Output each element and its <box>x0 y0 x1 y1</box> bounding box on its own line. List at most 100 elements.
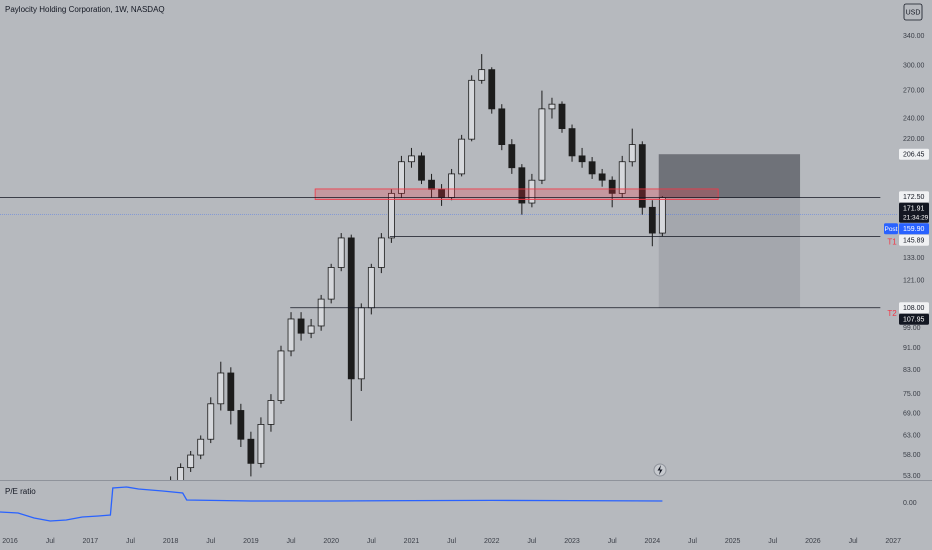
candle-body <box>197 438 205 456</box>
x-tick-label: Jul <box>849 538 858 545</box>
pe-line <box>0 486 663 522</box>
candle-body <box>478 69 486 81</box>
candle-body <box>568 128 576 157</box>
candle-body <box>327 267 335 300</box>
y-tick-label: 220.00 <box>903 136 925 143</box>
candle-body <box>367 267 375 309</box>
candle-body <box>488 69 496 110</box>
candle-body <box>307 325 315 334</box>
price-label: 107.95 <box>903 316 925 323</box>
x-tick-label: 2027 <box>885 538 901 545</box>
candle-body <box>468 79 476 140</box>
candle-body <box>337 237 345 268</box>
level-label: T2 <box>887 309 897 318</box>
x-tick-label: 2016 <box>2 538 18 545</box>
price-label: 171.91 <box>903 205 925 212</box>
x-tick-label: 2025 <box>725 538 741 545</box>
candle-body <box>247 438 255 464</box>
candle-body <box>638 144 646 208</box>
y-tick-label: 69.00 <box>903 411 921 418</box>
candle-body <box>498 108 506 145</box>
candle-body <box>177 467 185 482</box>
alert-icon[interactable] <box>653 463 667 477</box>
y-tick-label: 75.00 <box>903 391 921 398</box>
x-tick-label: 2026 <box>805 538 821 545</box>
axes: 340.00 300.00 270.00 240.00 220.00 133.00 121.… <box>2 33 929 545</box>
y-tick-label: 58.00 <box>903 452 921 459</box>
candle-body <box>578 155 586 163</box>
x-tick-label: 2022 <box>484 538 500 545</box>
candle-body <box>538 108 546 181</box>
candle-body <box>217 372 225 405</box>
y-tick-label: 300.00 <box>903 63 925 70</box>
candle-body <box>297 318 305 334</box>
x-tick-label: 2019 <box>243 538 259 545</box>
candle-body <box>598 173 606 181</box>
candle-body <box>377 237 385 268</box>
x-tick-label: 2023 <box>564 538 580 545</box>
price-label: 172.50 <box>903 194 925 201</box>
candle-body <box>508 144 516 169</box>
x-tick-label: Jul <box>688 538 697 545</box>
candle-body <box>628 144 636 163</box>
price-label-box <box>899 223 929 235</box>
post-badge <box>884 223 898 235</box>
x-tick-label: 2017 <box>83 538 99 545</box>
x-tick-label: 2021 <box>404 538 420 545</box>
candle-body <box>267 400 275 425</box>
price-label: 159.90 <box>903 226 925 233</box>
x-tick-label: Jul <box>367 538 376 545</box>
stop-zone <box>658 197 801 308</box>
currency-box[interactable] <box>903 3 923 21</box>
x-tick-label: Jul <box>608 538 617 545</box>
x-tick-label: Jul <box>46 538 55 545</box>
candle-body <box>458 138 466 175</box>
pe-pane-content <box>0 486 663 522</box>
candle-body <box>347 237 355 380</box>
candle-body <box>398 161 405 194</box>
resistance-zone <box>314 188 719 200</box>
candle-body <box>317 298 325 327</box>
pe-pane <box>0 481 898 537</box>
y-tick-label: 63.00 <box>903 432 921 439</box>
candle-body <box>548 103 556 110</box>
x-tick-label: Jul <box>206 538 215 545</box>
x-tick-label: Jul <box>126 538 135 545</box>
price-label-box <box>899 234 929 246</box>
currency: USD <box>906 9 921 16</box>
candle-body <box>558 103 566 130</box>
candle-body <box>387 192 395 239</box>
y-tick-label: 91.00 <box>903 345 921 352</box>
chart-title: Paylocity Holding Corporation, 1W, NASDA… <box>5 5 165 14</box>
post-label: Post <box>884 226 897 233</box>
candle-body <box>658 197 666 234</box>
y-tick-label: 83.00 <box>903 367 921 374</box>
y-tick-label: 133.00 <box>903 255 925 262</box>
x-tick-label: Jul <box>447 538 456 545</box>
candle-body <box>408 155 415 163</box>
level-label: T1 <box>887 238 897 247</box>
y-tick-label: 240.00 <box>903 115 925 122</box>
x-tick-label: Jul <box>287 538 296 545</box>
candle-body <box>207 403 215 440</box>
candle-body <box>257 424 265 464</box>
price-label: 206.45 <box>903 151 925 158</box>
y-tick-label: 340.00 <box>903 33 925 40</box>
price-label: 145.89 <box>903 237 925 244</box>
countdown: 21:34:29 <box>903 215 929 222</box>
price-label-box <box>899 191 929 203</box>
candle-body <box>418 155 425 181</box>
candle-body <box>648 206 656 234</box>
pe-title: P/E ratio <box>5 487 36 496</box>
y-tick-label: 270.00 <box>903 87 925 94</box>
price-label-box <box>899 313 929 325</box>
candle-body <box>357 307 365 380</box>
candle-body <box>428 179 435 190</box>
candle-body <box>237 410 245 440</box>
candle-body <box>588 161 596 175</box>
pe-tick-label: 0.00 <box>903 500 917 507</box>
y-tick-label: 99.00 <box>903 325 921 332</box>
y-tick-label: 121.00 <box>903 278 925 285</box>
y-tick-label: 53.00 <box>903 473 921 480</box>
